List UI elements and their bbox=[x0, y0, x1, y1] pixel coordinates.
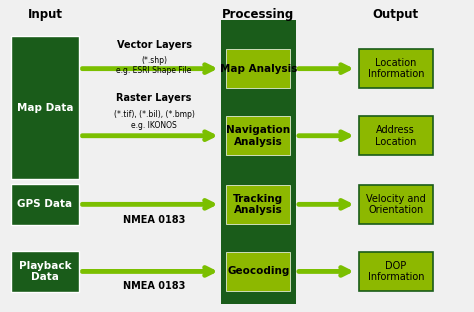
FancyBboxPatch shape bbox=[359, 49, 432, 88]
FancyBboxPatch shape bbox=[227, 252, 290, 291]
FancyBboxPatch shape bbox=[11, 184, 79, 225]
Text: NMEA 0183: NMEA 0183 bbox=[123, 215, 185, 225]
Text: NMEA 0183: NMEA 0183 bbox=[123, 281, 185, 291]
FancyBboxPatch shape bbox=[359, 116, 432, 155]
FancyBboxPatch shape bbox=[227, 49, 290, 88]
FancyBboxPatch shape bbox=[359, 185, 432, 224]
FancyBboxPatch shape bbox=[227, 116, 290, 155]
Text: (*.tif), (*.bil), (*.bmp)
e.g. IKONOS: (*.tif), (*.bil), (*.bmp) e.g. IKONOS bbox=[114, 110, 194, 130]
Text: Navigation
Analysis: Navigation Analysis bbox=[226, 125, 291, 147]
Text: Tracking
Analysis: Tracking Analysis bbox=[233, 193, 283, 215]
Text: Input: Input bbox=[27, 7, 63, 21]
FancyBboxPatch shape bbox=[11, 251, 79, 292]
FancyBboxPatch shape bbox=[227, 185, 290, 224]
FancyBboxPatch shape bbox=[11, 36, 79, 179]
Text: DOP
Information: DOP Information bbox=[367, 261, 424, 282]
Text: Raster Layers: Raster Layers bbox=[116, 93, 192, 103]
Text: (*.shp)
e.g. ESRI Shape File: (*.shp) e.g. ESRI Shape File bbox=[116, 56, 192, 75]
Text: Vector Layers: Vector Layers bbox=[117, 40, 191, 50]
Text: Velocity and
Orientation: Velocity and Orientation bbox=[366, 193, 426, 215]
Text: Map Analysis: Map Analysis bbox=[219, 64, 297, 74]
Text: Location
Information: Location Information bbox=[367, 58, 424, 80]
Text: Processing: Processing bbox=[222, 7, 294, 21]
Text: Output: Output bbox=[373, 7, 419, 21]
Text: GPS Data: GPS Data bbox=[18, 199, 73, 209]
Text: Map Data: Map Data bbox=[17, 103, 73, 113]
FancyBboxPatch shape bbox=[221, 20, 296, 304]
FancyBboxPatch shape bbox=[359, 252, 432, 291]
Text: Address
Location: Address Location bbox=[375, 125, 417, 147]
Text: Geocoding: Geocoding bbox=[227, 266, 290, 276]
Text: Playback
Data: Playback Data bbox=[18, 261, 72, 282]
